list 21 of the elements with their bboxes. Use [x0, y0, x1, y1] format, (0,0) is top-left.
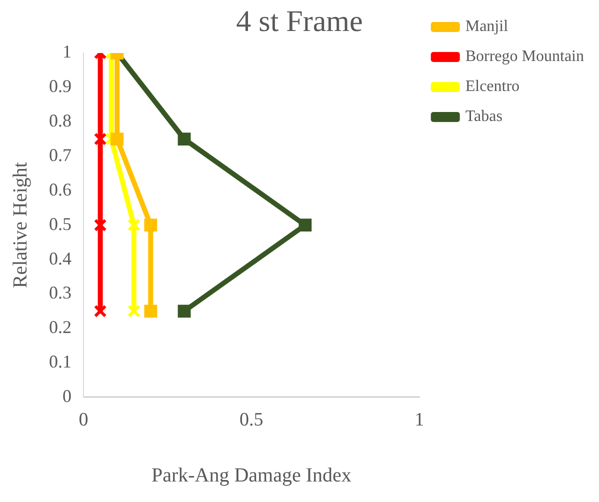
legend-label: Elcentro: [465, 78, 520, 96]
y-tick-label: 1: [62, 42, 72, 62]
chart-title: 4 st Frame: [236, 4, 363, 38]
x-axis-title: Park-Ang Damage Index: [151, 464, 352, 486]
y-tick-label: 0.7: [49, 144, 72, 165]
y-tick-label: 0.3: [49, 282, 72, 303]
y-tick-label: 0.4: [49, 248, 72, 268]
y-tick-label: 0.6: [49, 179, 72, 200]
legend-label: Tabas: [465, 108, 502, 126]
y-tick-label: 0.9: [49, 76, 72, 96]
x-tick-label: 0.5: [240, 410, 264, 431]
y-tick-label: 0.2: [49, 317, 72, 338]
y-axis-title: Relative Height: [9, 162, 32, 288]
x-tick-label: 1: [414, 410, 424, 431]
y-tick-label: 0.5: [49, 214, 72, 234]
y-tick-label: 0: [62, 386, 72, 406]
y-tick-label: 0.8: [49, 110, 72, 131]
legend-label: Borrego Mountain: [465, 48, 584, 66]
y-tick-label: 0.1: [49, 352, 72, 372]
x-tick-label: 0: [78, 410, 88, 431]
legend-label: Manjil: [465, 18, 509, 36]
